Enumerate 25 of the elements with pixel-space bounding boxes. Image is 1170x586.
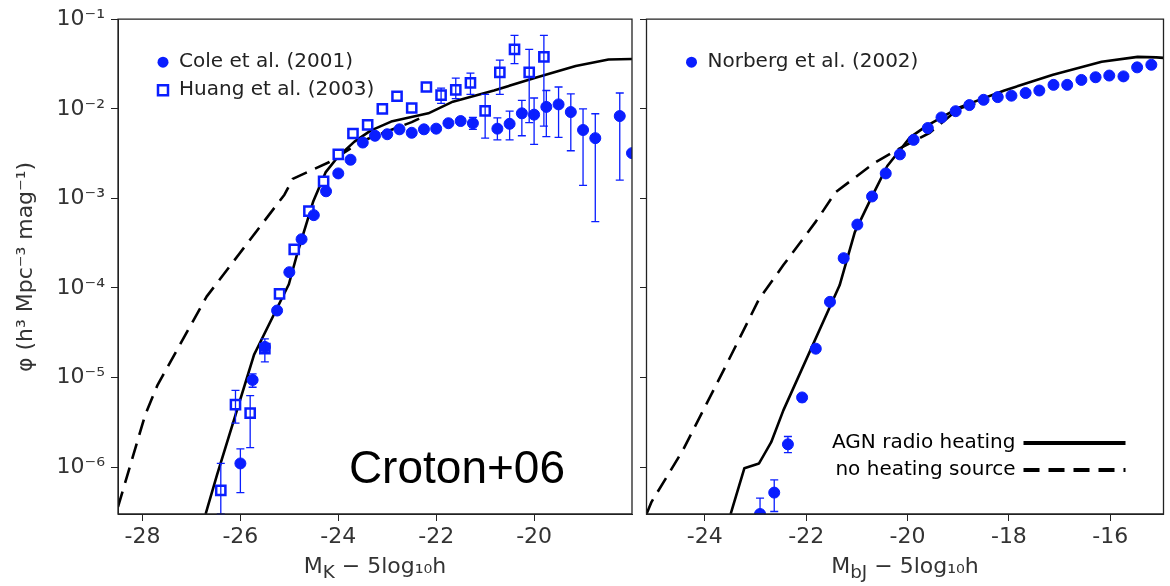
legend-label: Norberg et al. (2002) [707,48,919,73]
y-tick-label: 10⁻³ [56,184,105,210]
y-tick-label: 10⁻⁵ [56,363,105,389]
legend-label: Cole et al. (2001) [179,48,353,73]
x-tick-label: -22 [418,522,455,548]
x-tick-label: -22 [788,522,825,548]
legend-label: Huang et al. (2003) [179,76,375,101]
y-tick-label: 10⁻⁴ [56,273,106,299]
annotation: Croton+06 [348,441,565,493]
text: no heating source [835,456,1016,481]
x-tick-label: -26 [222,522,259,548]
x-axis-title: M$_{K}$ − 5log₁₀h [303,553,447,583]
x-tick-label: -24 [686,522,723,548]
x-tick-label: -20 [516,522,553,548]
y-tick-label: 10⁻¹ [56,4,105,30]
text: AGN radio heating [832,429,1016,454]
y-tick-label: 10⁻² [56,94,105,120]
y-tick-label: 10⁻⁶ [56,452,106,478]
x-tick-label: -20 [889,522,926,548]
y-axis-title: φ (h³ Mpc⁻³ mag⁻¹) [11,161,37,372]
x-tick-label: -28 [124,522,161,548]
x-axis-title: M$_{bJ}$ − 5log₁₀h [831,553,979,583]
x-tick-label: -16 [1092,522,1129,548]
x-tick-label: -18 [990,522,1027,548]
x-tick-label: -24 [320,522,357,548]
